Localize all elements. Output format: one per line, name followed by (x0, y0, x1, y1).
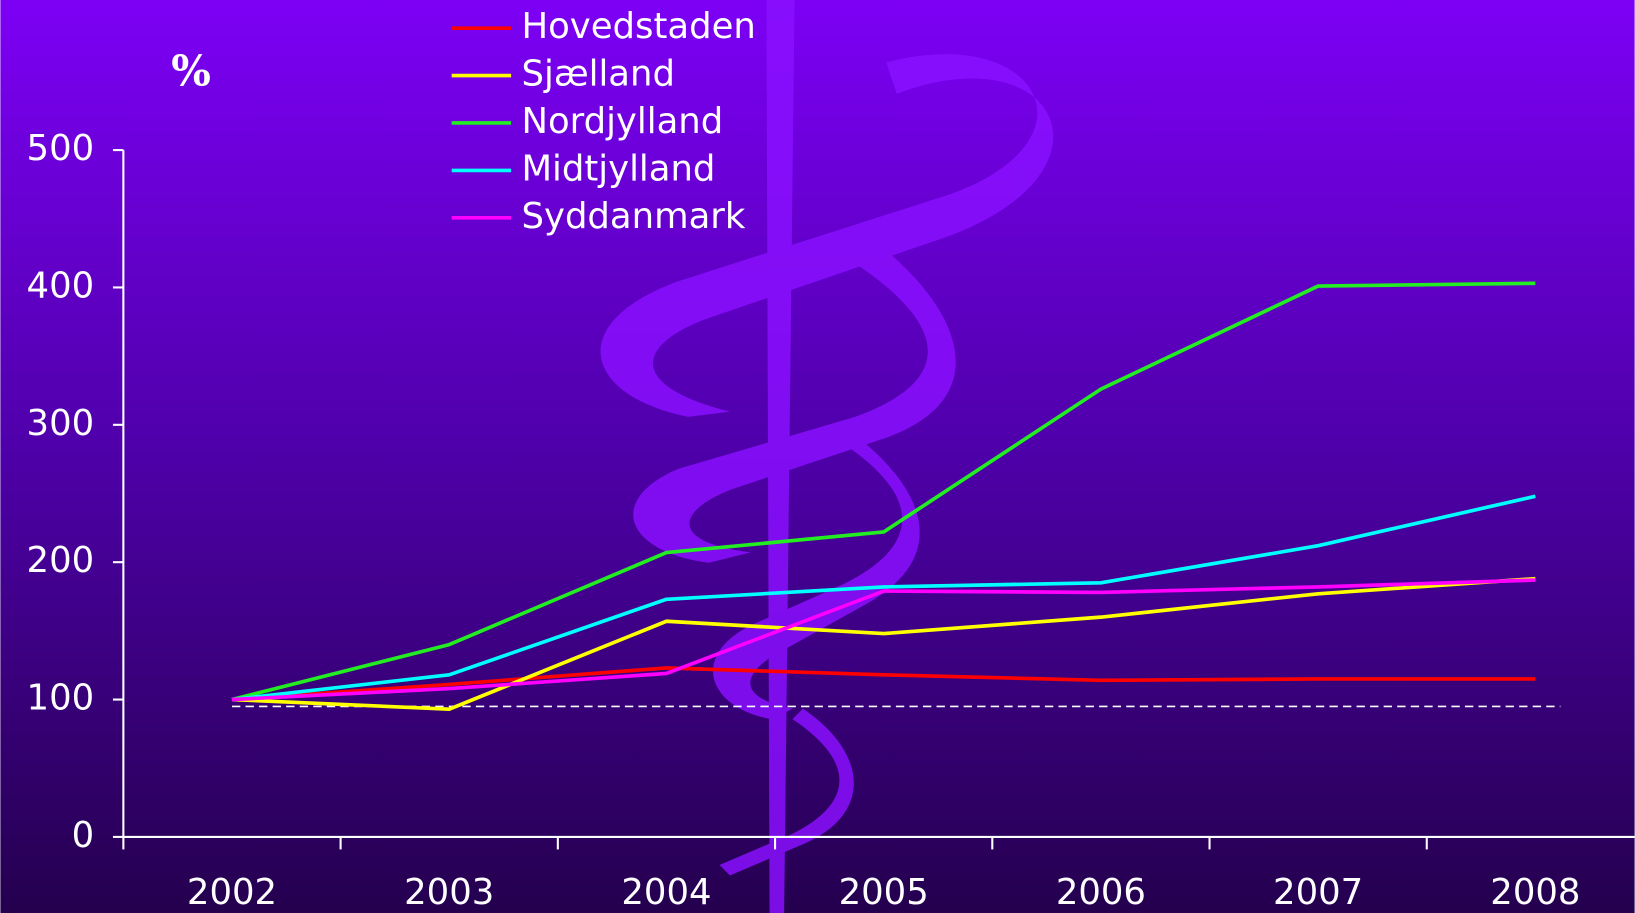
legend-label: Sjælland (522, 54, 675, 95)
legend-label: Syddanmark (522, 196, 746, 237)
x-tick-label: 2005 (839, 872, 929, 913)
y-tick-label: 300 (27, 403, 95, 444)
legend-label: Nordjylland (522, 101, 724, 142)
chart: % 0 100 200 300 400 500 2002 2003 2004 2005 2006 20… (0, 0, 1635, 913)
y-tick-label: 500 (27, 128, 95, 169)
x-tick-label: 2003 (404, 872, 494, 913)
page: {"chart_data": { "type": "line", "title"… (0, 0, 1635, 913)
y-tick-label: 200 (27, 540, 95, 581)
y-unit-title: % (171, 47, 211, 96)
legend-label: Midtjylland (522, 148, 716, 189)
x-tick-label: 2007 (1273, 872, 1363, 913)
x-tick-label: 2004 (621, 872, 711, 913)
y-tick-label: 100 (27, 678, 95, 719)
legend-label: Hovedstaden (522, 6, 756, 47)
x-tick-label: 2006 (1056, 872, 1146, 913)
x-tick-label: 2008 (1490, 872, 1580, 913)
y-tick-label: 400 (27, 265, 95, 306)
x-tick-label: 2002 (187, 872, 277, 913)
y-tick-label: 0 (72, 815, 95, 856)
